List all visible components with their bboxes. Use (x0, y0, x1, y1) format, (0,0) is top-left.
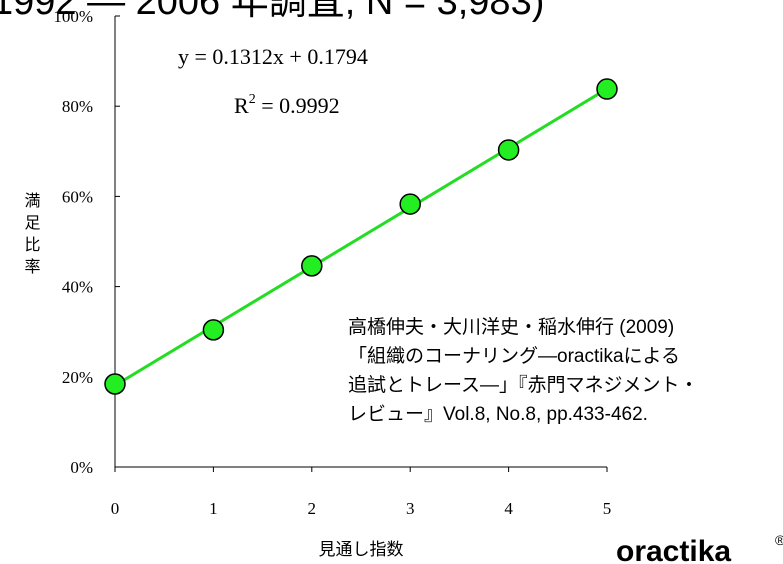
y-tick-label: 40% (62, 278, 93, 297)
citation-line: 追試とトレース—」『赤門マネジメント・ (348, 374, 699, 396)
point (301, 255, 323, 277)
x-tick-label: 2 (308, 499, 317, 518)
y-tick-label: 20% (62, 368, 93, 387)
trend-line (114, 87, 608, 387)
y-axis-label: 満足比率 (22, 192, 41, 280)
point (399, 193, 421, 215)
y-tick-label: 60% (62, 187, 93, 206)
point (497, 139, 520, 161)
y-tick-label: 0% (70, 458, 93, 477)
y-tick-label: 80% (62, 97, 93, 116)
citation-line: 高橋伸夫・大川洋史・稲水伸行 (2009) (348, 316, 674, 338)
x-tick-label: 1 (209, 499, 218, 518)
x-tick-label: 3 (406, 499, 415, 518)
r2-value: = 0.9992 (256, 93, 340, 118)
chart-title: 1992 — 2006 年調査, N = 3,983) (0, 0, 544, 23)
y-tick-label: 100% (53, 7, 93, 26)
point (596, 78, 618, 100)
r2-power: 2 (249, 92, 256, 107)
logo: oractika (616, 535, 731, 564)
x-tick-label: 4 (504, 499, 513, 518)
logo-mark: ® (775, 532, 783, 548)
citation: 高橋伸夫・大川洋史・稲水伸行 (2009) 「組織のコーナリング—oractika… (348, 316, 699, 425)
point (202, 319, 225, 341)
equation: y = 0.1312x + 0.1794 (178, 44, 368, 69)
citation-line: 「組織のコーナリング—oractikaによる (348, 345, 680, 367)
r2-symbol: R (234, 93, 249, 118)
x-tick-label: 5 (603, 499, 612, 518)
citation-line: レビュー』Vol.8, No.8, pp.433-462. (348, 403, 648, 425)
x-axis-label: 見通し指数 (319, 540, 404, 559)
point (104, 373, 126, 395)
r-squared: R2 = 0.9992 (234, 92, 340, 118)
x-tick-label: 0 (111, 499, 120, 518)
